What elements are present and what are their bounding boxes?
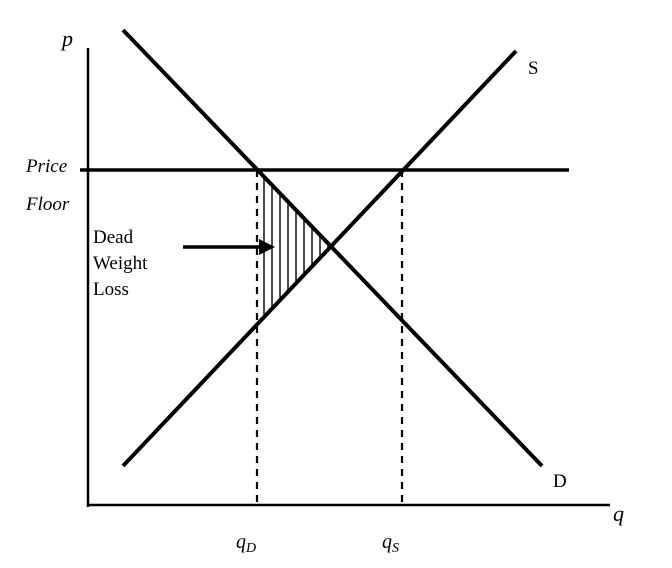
y-axis-label: p [60,26,73,51]
supply-curve [121,49,518,468]
qs-label: qS [382,531,399,556]
supply-curve-label: S [528,58,539,79]
x-axis-label: q [613,501,624,526]
dwl-label-line3: Loss [93,279,129,300]
price-floor-label-line1: Price [25,156,67,177]
qs-label-sub: S [392,541,399,556]
dwl-label-line2: Weight [93,253,148,274]
demand-curve [121,28,544,468]
qs-label-main: q [382,531,392,553]
qd-label-sub: D [245,541,256,556]
dwl-arrow-head [259,239,275,255]
qd-label-main: q [236,531,246,553]
qd-label: qD [236,531,256,556]
price-floor-label-line2: Floor [25,194,70,215]
demand-curve-label: D [553,471,567,492]
dwl-label-line1: Dead [93,227,134,248]
